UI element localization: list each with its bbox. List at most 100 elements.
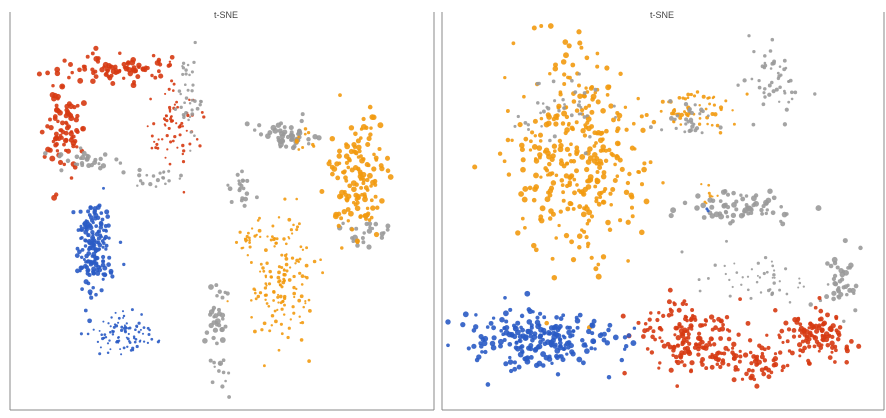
scatter-point-orange <box>281 299 285 303</box>
scatter-point-gray <box>193 134 196 138</box>
scatter-point-gray <box>793 90 798 95</box>
scatter-point-orange <box>365 188 370 192</box>
scatter-point-gray <box>763 87 767 91</box>
scatter-point-blue <box>123 324 126 327</box>
scatter-point-orange <box>298 315 301 318</box>
scatter-point-gray <box>164 182 167 186</box>
scatter-point-orange <box>300 320 305 325</box>
scatter-point-orange <box>272 290 276 294</box>
scatter-point-gray <box>279 121 283 126</box>
scatter-point-blue <box>526 328 532 335</box>
scatter-point-orange <box>367 172 373 179</box>
scatter-point-orange <box>596 201 602 207</box>
scatter-point-orange <box>283 279 286 282</box>
scatter-point-gray <box>771 276 774 279</box>
scatter-point-gray <box>355 243 360 248</box>
scatter-point-red <box>740 377 745 381</box>
scatter-point-red <box>752 377 757 382</box>
scatter-point-red <box>68 62 73 67</box>
scatter-point-red <box>771 358 776 363</box>
scatter-point-orange <box>580 211 587 218</box>
scatter-point-orange <box>361 157 366 162</box>
scatter-point-blue <box>503 310 509 317</box>
scatter-point-orange <box>582 133 588 138</box>
scatter-point-red <box>849 339 854 344</box>
scatter-point-blue <box>562 335 567 340</box>
scatter-point-red <box>712 342 717 347</box>
scatter-point-orange <box>275 237 279 241</box>
scatter-point-red <box>163 123 166 126</box>
scatter-point-orange <box>301 248 305 251</box>
scatter-point-red <box>685 318 689 323</box>
scatter-point-red <box>688 317 694 323</box>
scatter-point-blue <box>541 327 547 334</box>
scatter-point-orange <box>557 138 563 144</box>
scatter-point-orange <box>629 205 635 210</box>
scatter-point-gray <box>846 266 850 270</box>
scatter-point-orange <box>283 303 286 307</box>
scatter-point-red <box>697 331 702 336</box>
scatter-point-orange <box>565 206 571 212</box>
scatter-point-orange <box>562 82 567 86</box>
scatter-point-red <box>188 142 192 146</box>
scatter-point-gray <box>199 100 203 104</box>
scatter-point-orange <box>274 319 278 324</box>
scatter-point-gray <box>102 152 108 157</box>
scatter-point-gray <box>765 270 769 274</box>
scatter-point-red <box>178 133 182 137</box>
tsne-panel-left: t-SNE <box>0 0 436 418</box>
scatter-point-red <box>703 345 709 351</box>
scatter-point-red <box>667 287 673 293</box>
scatter-point-orange <box>554 236 558 240</box>
scatter-point-red <box>670 313 674 317</box>
scatter-point-blue <box>122 316 125 319</box>
scatter-point-blue <box>530 337 535 343</box>
scatter-point-orange <box>276 295 280 299</box>
scatter-point-gray <box>725 204 731 210</box>
scatter-point-orange <box>321 271 325 275</box>
scatter-point-orange <box>583 125 589 130</box>
scatter-point-orange <box>596 161 602 167</box>
scatter-point-orange <box>600 173 607 180</box>
scatter-point-gray <box>761 102 766 107</box>
scatter-point-red <box>169 119 174 123</box>
scatter-point-orange <box>234 240 239 244</box>
scatter-point-gray <box>583 151 588 156</box>
scatter-point-red <box>721 322 725 327</box>
scatter-point-red <box>716 350 721 355</box>
scatter-point-gray <box>767 83 772 88</box>
scatter-point-blue <box>83 229 89 235</box>
scatter-point-orange <box>616 117 621 122</box>
scatter-point-orange <box>248 241 251 244</box>
scatter-point-red <box>686 349 692 354</box>
scatter-point-gray <box>787 100 791 104</box>
scatter-point-gray <box>723 264 726 268</box>
scatter-point-blue <box>92 209 97 214</box>
scatter-point-orange <box>369 198 374 203</box>
scatter-point-orange <box>648 160 653 165</box>
scatter-point-orange <box>576 233 583 239</box>
scatter-point-gray <box>173 107 178 111</box>
scatter-point-gray <box>770 210 776 216</box>
scatter-point-blue <box>612 334 619 341</box>
scatter-point-gray <box>771 195 777 201</box>
scatter-point-gray <box>215 341 219 346</box>
scatter-point-orange <box>263 293 267 297</box>
scatter-point-blue <box>554 353 559 359</box>
scatter-point-orange <box>353 202 358 207</box>
scatter-point-orange <box>533 134 537 138</box>
scatter-point-orange <box>319 258 322 262</box>
scatter-point-red <box>833 360 837 364</box>
scatter-point-orange <box>366 136 372 142</box>
scatter-point-red <box>67 75 71 80</box>
scatter-point-blue <box>75 268 80 274</box>
scatter-point-red <box>660 339 664 343</box>
scatter-point-orange <box>706 122 709 126</box>
scatter-point-red <box>749 376 754 380</box>
scatter-point-gray <box>385 227 390 232</box>
scatter-point-red <box>763 367 767 371</box>
scatter-point-orange <box>585 120 590 125</box>
scatter-point-red <box>58 128 62 132</box>
scatter-point-gray <box>837 295 842 300</box>
scatter-point-orange <box>259 262 263 266</box>
